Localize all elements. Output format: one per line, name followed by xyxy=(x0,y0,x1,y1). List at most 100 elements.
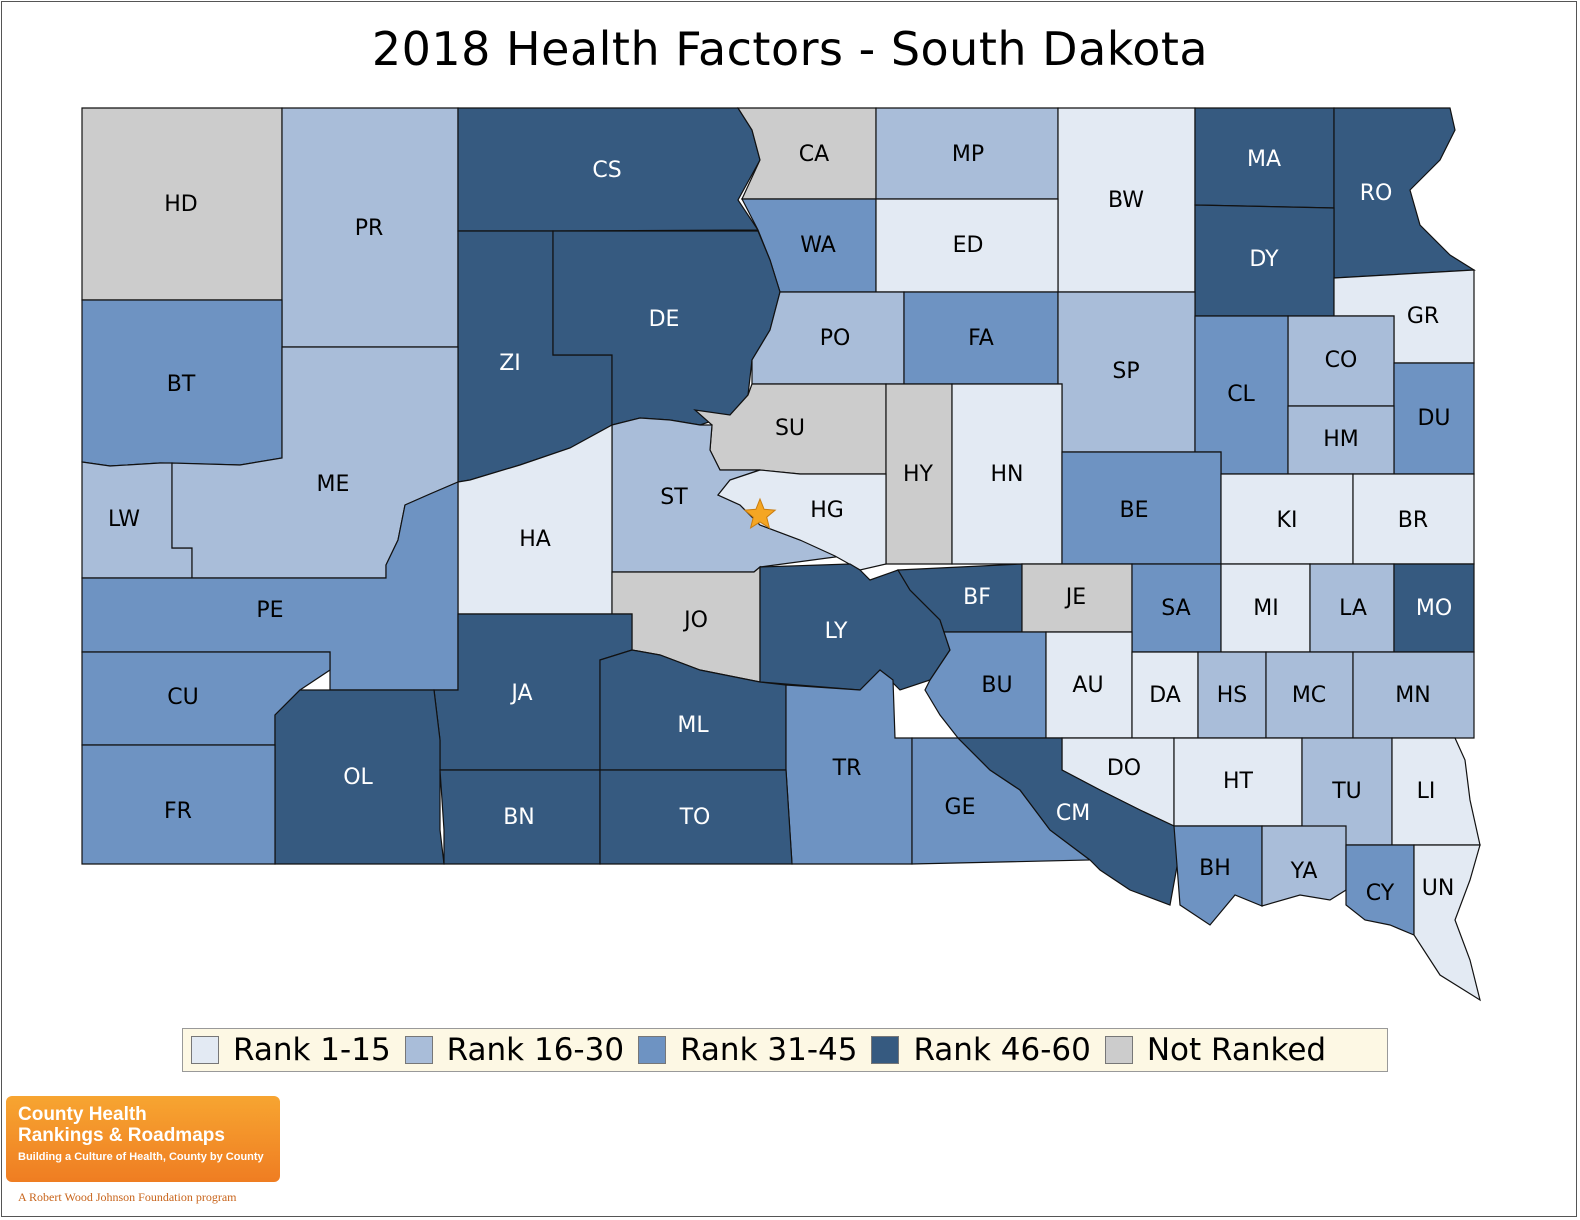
county-label-ed: ED xyxy=(953,233,984,258)
county-label-to: TO xyxy=(679,805,711,830)
legend-item: Rank 16-30 xyxy=(404,1032,625,1068)
county-label-pe: PE xyxy=(256,598,283,623)
county-label-ml: ML xyxy=(677,713,709,738)
legend-label: Not Ranked xyxy=(1146,1032,1327,1068)
county-label-mo: MO xyxy=(1416,596,1452,621)
star-icon xyxy=(743,497,777,529)
county-label-bf: BF xyxy=(963,585,991,610)
county-cm xyxy=(956,737,1181,906)
county-label-sp: SP xyxy=(1112,359,1139,384)
county-label-ol: OL xyxy=(343,765,373,790)
county-un xyxy=(1413,844,1481,1002)
county-label-ro: RO xyxy=(1360,181,1393,206)
county-label-ya: YA xyxy=(1290,859,1318,884)
county-label-un: UN xyxy=(1422,876,1455,901)
map-title: 2018 Health Factors - South Dakota xyxy=(371,22,1209,76)
county-label-li: LI xyxy=(1417,779,1436,804)
county-label-be: BE xyxy=(1120,498,1149,523)
county-label-ht: HT xyxy=(1223,769,1254,794)
legend-item: Rank 31-45 xyxy=(638,1032,857,1068)
county-ya xyxy=(1261,825,1347,907)
county-label-mp: MP xyxy=(952,142,984,167)
county-label-ma: MA xyxy=(1247,147,1281,172)
county-bn xyxy=(439,769,601,865)
county-label-pr: PR xyxy=(355,216,384,241)
county-label-cm: CM xyxy=(1056,801,1090,826)
legend-swatch xyxy=(638,1036,667,1064)
county-to xyxy=(599,769,793,865)
county-label-sa: SA xyxy=(1161,596,1190,621)
county-ol xyxy=(274,689,445,865)
legend-swatch xyxy=(404,1036,433,1064)
county-label-br: BR xyxy=(1398,508,1428,533)
county-label-tr: TR xyxy=(832,756,862,781)
county-label-cl: CL xyxy=(1227,382,1255,407)
county-label-do: DO xyxy=(1107,756,1141,781)
county-label-hm: HM xyxy=(1323,427,1359,452)
county-label-cs: CS xyxy=(592,158,621,183)
county-label-jo: JO xyxy=(682,608,708,633)
legend-item: Not Ranked xyxy=(1104,1032,1327,1068)
county-label-bw: BW xyxy=(1108,188,1144,213)
county-label-fr: FR xyxy=(164,799,192,824)
county-li xyxy=(1391,737,1481,846)
legend-label: Rank 1-15 xyxy=(233,1032,391,1068)
legend-swatch xyxy=(871,1036,900,1064)
county-label-ja: JA xyxy=(509,681,532,706)
county-label-hy: HY xyxy=(903,462,934,487)
legend-item: Rank 46-60 xyxy=(871,1032,1091,1068)
county-label-ki: KI xyxy=(1277,508,1298,533)
county-label-da: DA xyxy=(1149,683,1181,708)
county-mn xyxy=(1352,651,1475,739)
county-label-hn: HN xyxy=(991,462,1024,487)
legend-label: Rank 16-30 xyxy=(446,1032,625,1068)
county-label-zi: ZI xyxy=(499,351,521,376)
county-label-je: JE xyxy=(1064,585,1086,610)
county-hg xyxy=(717,469,887,571)
county-label-du: DU xyxy=(1417,406,1450,431)
county-label-mc: MC xyxy=(1292,683,1326,708)
county-label-su: SU xyxy=(775,416,805,441)
county-label-cy: CY xyxy=(1366,881,1395,906)
county-label-mn: MN xyxy=(1395,683,1430,708)
legend-swatch xyxy=(191,1036,219,1064)
logo-text-line2: Rankings & Roadmaps xyxy=(18,1125,225,1146)
county-label-fa: FA xyxy=(968,326,994,351)
county-label-cu: CU xyxy=(167,685,198,710)
county-label-bt: BT xyxy=(167,372,196,397)
county-label-wa: WA xyxy=(800,233,836,258)
legend-label: Rank 46-60 xyxy=(913,1032,1091,1068)
county-label-ca: CA xyxy=(799,142,829,167)
county-fr xyxy=(81,744,276,865)
county-health-rankings-logo: County Health Rankings & Roadmaps Buildi… xyxy=(6,1096,280,1182)
legend-item: Rank 1-15 xyxy=(191,1032,391,1068)
program-credit: A Robert Wood Johnson Foundation program xyxy=(18,1190,237,1204)
logo-tagline: Building a Culture of Health, County by … xyxy=(18,1151,264,1163)
county-label-mi: MI xyxy=(1253,596,1278,621)
county-label-ha: HA xyxy=(519,527,551,552)
county-label-bn: BN xyxy=(503,805,535,830)
county-label-po: PO xyxy=(820,326,851,351)
legend: Rank 1-15 Rank 16-30 Rank 31-45 Rank 46-… xyxy=(182,1028,1388,1072)
county-label-bh: BH xyxy=(1199,856,1231,881)
county-label-st: ST xyxy=(660,485,688,510)
county-ro xyxy=(1333,107,1476,279)
legend-label: Rank 31-45 xyxy=(680,1032,858,1068)
county-label-au: AU xyxy=(1072,673,1103,698)
logo-text-line1: County Health xyxy=(18,1104,147,1125)
county-label-hs: HS xyxy=(1217,683,1248,708)
county-label-me: ME xyxy=(317,472,350,497)
county-label-de: DE xyxy=(649,307,680,332)
county-label-la: LA xyxy=(1339,596,1367,621)
county-label-hg: HG xyxy=(810,498,844,523)
county-label-ge: GE xyxy=(945,795,976,820)
county-label-tu: TU xyxy=(1331,779,1362,804)
county-label-hd: HD xyxy=(164,192,197,217)
legend-swatch xyxy=(1104,1036,1133,1064)
county-label-co: CO xyxy=(1325,348,1358,373)
county-label-ly: LY xyxy=(825,619,848,644)
county-label-gr: GR xyxy=(1407,304,1439,329)
county-label-lw: LW xyxy=(108,507,140,532)
